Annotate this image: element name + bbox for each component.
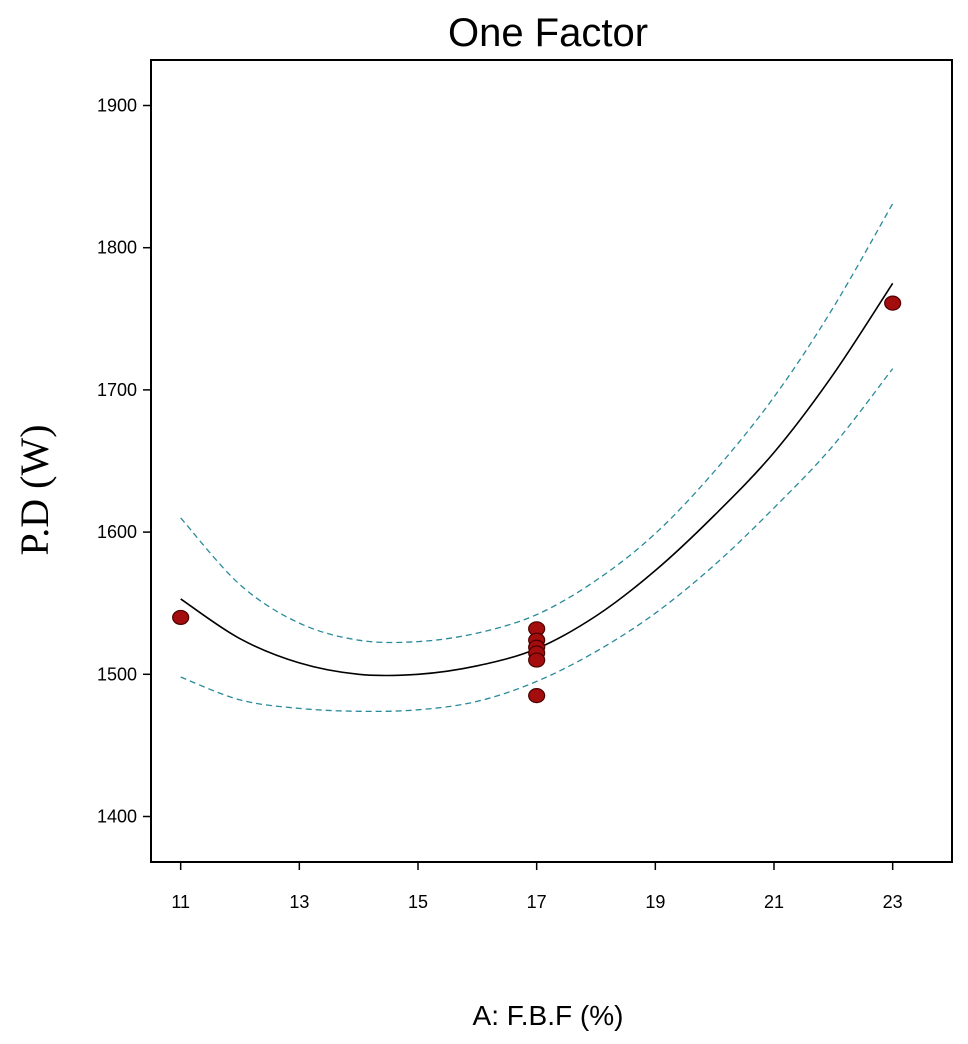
design-points	[172, 295, 902, 704]
x-tick-label: 21	[764, 892, 784, 912]
chart-title: One Factor	[448, 11, 648, 55]
y-axis-ticks: 1400 1500 1600 1700 1800 1900	[97, 96, 151, 826]
x-tick-label: 15	[408, 892, 428, 912]
confidence-upper-line	[180, 203, 894, 644]
y-axis-label: P.D (W)	[12, 424, 57, 555]
design-point	[172, 609, 190, 626]
x-tick-label: 23	[883, 892, 903, 912]
x-tick-label: 11	[171, 892, 190, 912]
fit-line	[180, 282, 894, 677]
y-tick-label: 1600	[97, 522, 137, 542]
y-tick-label: 1400	[97, 806, 137, 826]
y-tick-label: 1700	[97, 380, 137, 400]
series-layer	[180, 203, 894, 713]
y-tick-label: 1500	[97, 664, 137, 684]
x-tick-label: 17	[527, 892, 547, 912]
x-axis-label: A: F.B.F (%)	[473, 1000, 624, 1031]
y-tick-label: 1800	[97, 238, 137, 258]
plot-frame	[150, 59, 953, 863]
x-tick-label: 19	[645, 892, 665, 912]
design-point	[528, 688, 546, 704]
design-point	[884, 295, 902, 311]
x-axis-ticks: 11 13 15 17 19 21 23	[171, 862, 903, 912]
x-tick-label: 13	[289, 892, 309, 912]
design-point	[528, 652, 546, 668]
y-tick-label: 1900	[97, 96, 137, 116]
confidence-lower-line	[180, 368, 894, 713]
